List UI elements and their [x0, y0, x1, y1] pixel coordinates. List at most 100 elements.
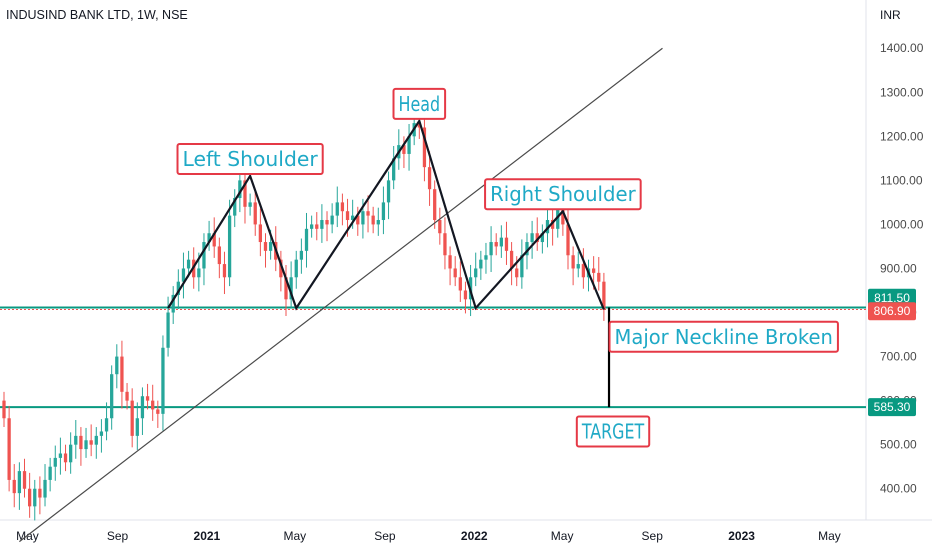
- candle-body: [525, 242, 529, 256]
- x-tick-label: May: [818, 529, 841, 543]
- candle-body: [448, 255, 452, 269]
- candle-body: [166, 312, 170, 348]
- candle-body: [484, 255, 488, 260]
- annotation-box: [484, 178, 642, 211]
- candle-body: [197, 268, 201, 278]
- candle-body: [186, 259, 191, 269]
- candle-body: [243, 180, 247, 207]
- candle-body: [438, 220, 442, 234]
- candle-body: [202, 242, 206, 269]
- y-tick-label: 700.00: [880, 350, 917, 364]
- annotation-box: [575, 415, 651, 448]
- candle-body: [171, 294, 175, 313]
- annotation-label: TARGET: [581, 419, 645, 443]
- candle-body: [145, 396, 150, 401]
- candle-body: [268, 242, 273, 251]
- candle-body: [130, 400, 134, 436]
- candle-body: [27, 488, 32, 507]
- candle-body: [63, 453, 68, 463]
- x-tick-label: May: [283, 529, 306, 543]
- candle-body: [89, 440, 93, 445]
- candle-body: [79, 435, 83, 450]
- head-shoulders-pattern: [167, 118, 605, 311]
- candle-body: [371, 215, 375, 225]
- candle-body: [509, 250, 514, 269]
- candle-body: [504, 237, 509, 251]
- candle-body: [222, 264, 227, 278]
- candle-body: [156, 409, 160, 414]
- candle-body: [443, 233, 447, 256]
- candle-body: [315, 224, 319, 229]
- price-tag-neckline: 811.50: [874, 291, 910, 305]
- x-tick-label: May: [551, 529, 574, 543]
- price-tag-target-bg: [868, 398, 916, 417]
- candle-body: [520, 255, 524, 278]
- annotation-label: Major Neckline Broken: [615, 325, 833, 349]
- candle-body: [535, 233, 539, 243]
- candle-body: [361, 211, 365, 225]
- candle-body: [453, 268, 457, 278]
- candle-body: [325, 220, 329, 225]
- y-tick-label: 500.00: [880, 438, 917, 452]
- candle-body: [69, 444, 73, 463]
- candle-body: [345, 211, 350, 221]
- annotation-label: Right Shoulder: [490, 182, 636, 206]
- candle-body: [576, 264, 580, 269]
- candle-body: [407, 136, 411, 154]
- candle-body: [566, 224, 570, 256]
- candle-body: [233, 197, 237, 216]
- candle-body: [458, 277, 462, 291]
- candle-body: [602, 281, 606, 310]
- candle-body: [94, 435, 98, 445]
- candle-body: [2, 400, 6, 419]
- candle-body: [84, 440, 88, 450]
- candle-body: [417, 123, 421, 128]
- candle-body: [515, 268, 519, 278]
- candle-body: [207, 233, 211, 243]
- candle-body: [212, 233, 216, 247]
- y-tick-label: 900.00: [880, 261, 917, 275]
- trendline: [19, 47, 663, 543]
- candle-body: [499, 237, 503, 247]
- candle-body: [571, 255, 575, 269]
- candle-body: [422, 127, 427, 168]
- candle-body: [309, 224, 314, 229]
- candle-body: [392, 158, 396, 181]
- candle-body: [376, 220, 380, 225]
- candle-body: [545, 220, 550, 234]
- candle-body: [115, 356, 119, 375]
- candle-body: [340, 202, 345, 212]
- price-tag-last: 806.90: [874, 304, 911, 318]
- candle-body: [561, 206, 565, 225]
- y-tick-label: 1300.00: [880, 85, 924, 99]
- candle-body: [140, 396, 145, 419]
- candle-body: [540, 233, 545, 243]
- candle-body: [304, 228, 309, 251]
- candle-body: [43, 479, 47, 498]
- candle-body: [320, 220, 324, 229]
- candle-body: [74, 435, 78, 445]
- candle-body: [7, 418, 11, 480]
- candle-body: [110, 374, 114, 419]
- candle-body: [386, 180, 391, 203]
- candle-body: [279, 259, 283, 278]
- candle-body: [161, 347, 165, 414]
- candle-body: [53, 457, 57, 467]
- candle-body: [22, 471, 27, 489]
- candle-body: [227, 215, 232, 278]
- candle-body: [530, 233, 534, 243]
- candle-body: [427, 167, 432, 190]
- candle-body: [591, 268, 596, 273]
- candle-body: [381, 202, 386, 221]
- candle-body: [479, 259, 483, 269]
- price-tag-last-bg: [868, 302, 916, 321]
- candle-body: [38, 488, 42, 498]
- x-tick-label: Sep: [374, 529, 396, 543]
- candle-body: [494, 242, 498, 247]
- chart-title: INDUSIND BANK LTD, 1W, NSE: [6, 8, 188, 22]
- candle-body: [151, 400, 155, 410]
- candle-body: [125, 391, 129, 401]
- candle-body: [351, 215, 355, 221]
- candle-body: [33, 488, 37, 507]
- annotation-box: [392, 87, 447, 120]
